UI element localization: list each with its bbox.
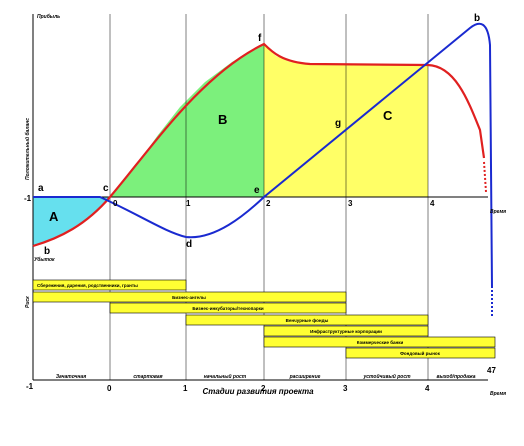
zone-c-label: C xyxy=(383,108,393,123)
tick-lower-m1: -1 xyxy=(26,382,34,391)
y-top-label: Прибыль xyxy=(37,13,60,20)
zone-b-label: B xyxy=(218,112,227,127)
bar-angels xyxy=(32,291,347,303)
point-d: d xyxy=(186,239,192,250)
bar-savings-label: Сбережения, дарения, родственники, грант… xyxy=(37,282,138,288)
zone-a-area xyxy=(33,197,110,246)
stage-0: Зачаточная xyxy=(56,374,86,380)
stage-3: расширение xyxy=(289,374,321,380)
y-bottom-label: Убыток xyxy=(34,256,55,263)
stage-5: выход/продажа xyxy=(436,374,475,380)
tick-upper-m1: -1 xyxy=(24,194,32,203)
tick-lower-2: 2 xyxy=(261,384,266,393)
tick-lower-4: 4 xyxy=(425,384,430,393)
red-curve-dotted-tail xyxy=(483,161,487,193)
point-f: f xyxy=(258,33,262,44)
risk-label: Риск xyxy=(25,296,31,308)
tick-lower-0: 0 xyxy=(107,384,112,393)
bar-venture xyxy=(185,314,429,326)
stage-1: стартовая xyxy=(133,374,162,380)
point-b-low: b xyxy=(44,246,50,257)
bar-stock-market-label: Фондовый рынок xyxy=(400,350,441,356)
tick-upper-4: 4 xyxy=(430,199,435,208)
tick-upper-3: 3 xyxy=(348,199,353,208)
bar-venture-label: Венчурные фонды xyxy=(286,317,329,323)
bar-angels-label: Бизнес-ангелы xyxy=(172,295,206,300)
stage-4: устойчивый рост xyxy=(362,373,411,380)
zone-a-label: A xyxy=(49,209,59,224)
bar-incubators-label: Бизнес-инкубаторы/технопарки xyxy=(192,305,263,311)
point-b-high: b xyxy=(474,13,480,24)
bar-infrastructure xyxy=(263,325,429,337)
y-axis-title: Положительный баланс xyxy=(24,118,31,180)
bar-savings xyxy=(32,279,187,291)
bar-banks xyxy=(263,336,496,348)
tick-upper-0: 0 xyxy=(113,199,118,208)
tick-lower-1: 1 xyxy=(183,384,188,393)
point-e: e xyxy=(254,185,260,196)
point-c: c xyxy=(103,183,109,194)
x-label-upper: Время xyxy=(490,209,506,215)
tick-upper-1: 1 xyxy=(186,199,191,208)
zone-b-area xyxy=(110,44,264,197)
bar-stock-market xyxy=(345,347,496,359)
point-a: a xyxy=(38,183,44,194)
financing-bars: Сбережения, дарения, родственники, грант… xyxy=(32,279,496,359)
stage-2: начальный рост xyxy=(204,373,247,380)
bar-banks-label: Коммерческие банки xyxy=(357,339,404,345)
tick-lower-3: 3 xyxy=(343,384,348,393)
page-number: 47 xyxy=(487,366,496,375)
bar-infrastructure-label: Инфраструктурные корпорации xyxy=(310,328,382,334)
x-label-lower: Время xyxy=(490,391,506,397)
bar-incubators xyxy=(109,302,347,314)
tick-upper-2: 2 xyxy=(266,199,271,208)
blue-curve xyxy=(33,22,493,289)
red-curve xyxy=(32,42,486,248)
point-g: g xyxy=(335,118,341,129)
stages-title: Стадии развития проекта xyxy=(202,387,314,396)
